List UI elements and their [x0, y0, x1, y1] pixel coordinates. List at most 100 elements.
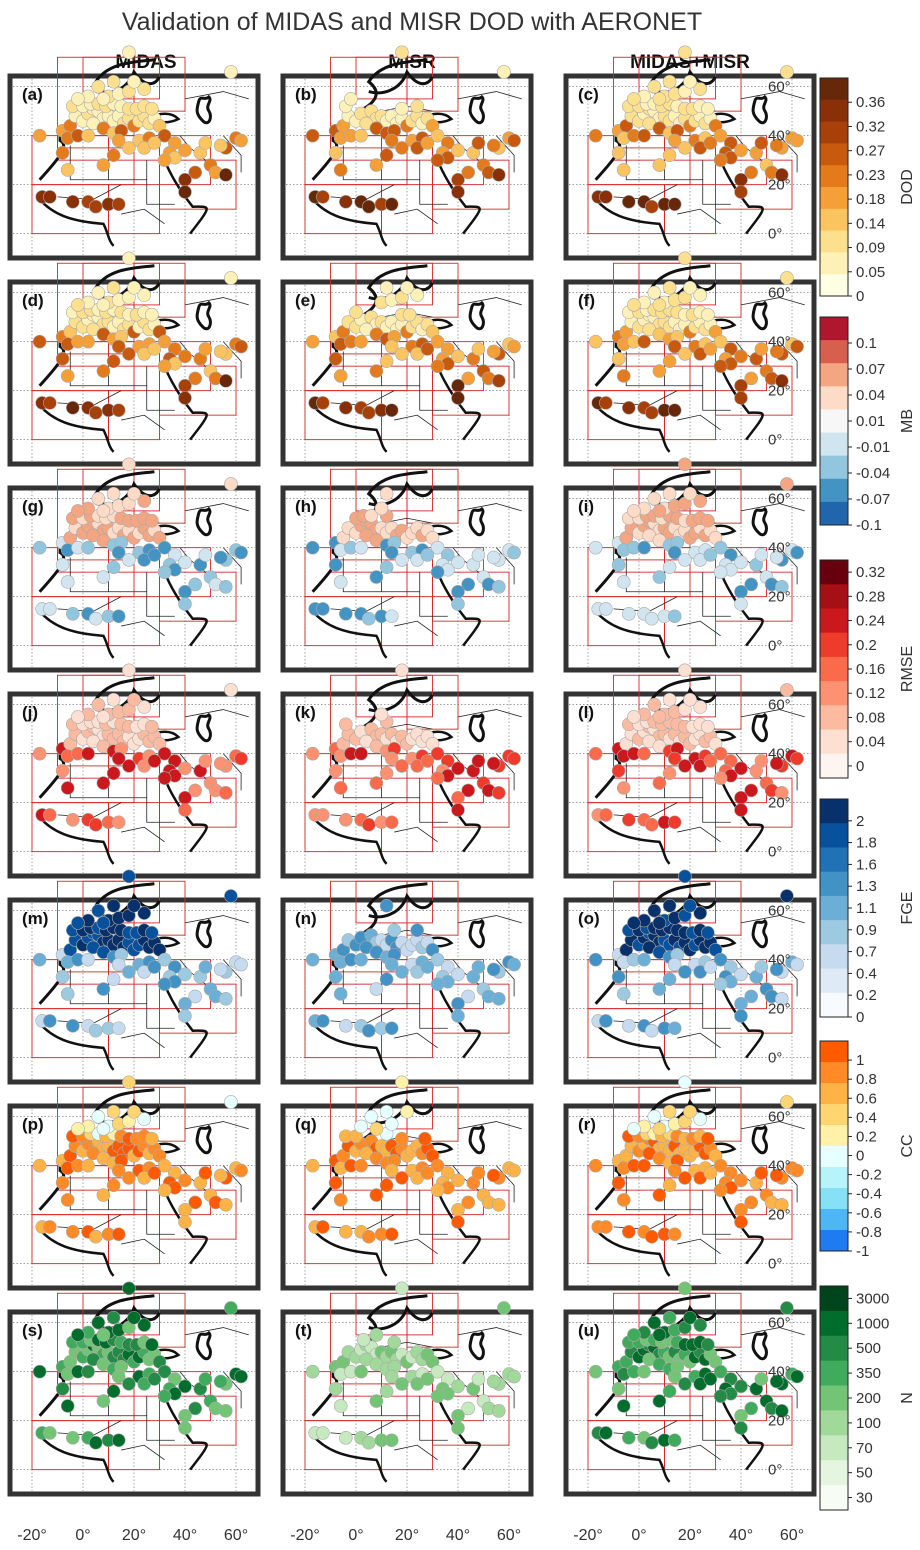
- station-point: [96, 298, 111, 312]
- station-point: [497, 1301, 511, 1315]
- station-point: [769, 1168, 784, 1183]
- panel-label: (g): [22, 497, 44, 516]
- lat-tick-label: 40°: [768, 540, 791, 557]
- station-point: [65, 1225, 80, 1239]
- station-point: [588, 540, 603, 555]
- station-point: [43, 808, 57, 822]
- map-panel: (p): [7, 1075, 261, 1291]
- station-point: [430, 1158, 445, 1173]
- station-point: [693, 1112, 707, 1126]
- colorbar-swatch: [820, 1146, 848, 1168]
- country-border: [184, 503, 249, 512]
- lat-tick-label: 0°: [768, 432, 782, 449]
- station-point: [145, 307, 159, 322]
- lat-tick-label: 40°: [768, 746, 791, 763]
- station-point: [361, 1435, 376, 1450]
- region-box: [159, 1395, 237, 1446]
- station-point: [667, 339, 682, 354]
- station-point: [369, 158, 384, 172]
- country-border: [184, 1327, 249, 1336]
- station-point: [652, 1328, 667, 1342]
- station-point: [486, 1374, 501, 1389]
- station-point: [71, 916, 85, 930]
- coastline-red-sea: [163, 983, 208, 1059]
- map-panel: (q): [280, 1075, 534, 1291]
- station-point: [637, 334, 651, 349]
- caspian-sea: [751, 712, 768, 743]
- station-point: [754, 1166, 769, 1180]
- station-point: [780, 271, 794, 285]
- station-point: [127, 692, 141, 707]
- station-point: [637, 1158, 651, 1173]
- station-point: [71, 1328, 85, 1342]
- station-point: [157, 359, 172, 373]
- lat-tick-label: 60°: [768, 285, 791, 302]
- country-border: [184, 915, 249, 924]
- station-point: [111, 197, 126, 212]
- station-point: [219, 374, 233, 388]
- station-point: [224, 1301, 238, 1315]
- station-point: [744, 165, 758, 180]
- station-point: [486, 344, 501, 359]
- country-border: [702, 797, 731, 823]
- station-point: [43, 602, 57, 616]
- station-point: [713, 153, 728, 167]
- station-point: [188, 577, 202, 592]
- station-point: [451, 555, 465, 570]
- colorbar-tick-label: -0.6: [856, 1205, 882, 1222]
- station-point: [492, 786, 506, 800]
- station-point: [224, 889, 238, 903]
- colorbar-swatch: [820, 455, 848, 480]
- station-point: [364, 508, 379, 523]
- station-point: [451, 378, 465, 393]
- station-point: [384, 1369, 399, 1384]
- station-point: [430, 977, 445, 991]
- country-border: [121, 1444, 165, 1461]
- station-point: [734, 1421, 748, 1435]
- station-point: [122, 1377, 136, 1391]
- colorbar-swatch: [820, 501, 848, 526]
- colorbar-label: FGE: [899, 892, 916, 925]
- coastline-red-sea: [436, 365, 481, 441]
- station-point: [652, 570, 667, 584]
- station-point: [384, 1163, 399, 1178]
- station-point: [713, 334, 728, 349]
- station-point: [507, 545, 521, 560]
- colorbar-label: N: [899, 1392, 916, 1404]
- station-point: [364, 1109, 379, 1124]
- station-point: [621, 1431, 636, 1445]
- colorbar-swatch: [820, 478, 848, 503]
- station-point: [667, 1227, 682, 1242]
- colorbar-swatch: [820, 656, 848, 682]
- station-point: [780, 889, 794, 903]
- caspian-sea: [468, 918, 485, 949]
- station-point: [305, 952, 320, 967]
- station-point: [637, 1364, 651, 1379]
- station-point: [127, 1104, 141, 1119]
- country-border: [740, 709, 805, 718]
- coastline-africa: [38, 404, 115, 453]
- station-point: [678, 965, 692, 979]
- lat-tick-label: 20°: [768, 795, 791, 812]
- map-panel: (l): [563, 663, 817, 879]
- colorbar-tick-label: 1.1: [856, 900, 877, 917]
- colorbar-tick-label: -0.1: [856, 517, 882, 534]
- station-point: [55, 146, 70, 160]
- station-point: [106, 1178, 121, 1193]
- station-point: [652, 364, 667, 378]
- station-point: [224, 1095, 238, 1109]
- station-point: [734, 790, 748, 805]
- region-box: [159, 571, 237, 622]
- station-point: [96, 710, 111, 724]
- station-point: [507, 1369, 521, 1384]
- region-box: [715, 365, 793, 416]
- station-point: [652, 1188, 667, 1202]
- station-point: [122, 1075, 136, 1090]
- colorbar-frame: [819, 77, 849, 297]
- station-point: [713, 1389, 728, 1403]
- colorbar-swatch: [820, 409, 848, 434]
- lat-tick-label: 20°: [768, 1001, 791, 1018]
- station-point: [734, 761, 748, 776]
- colorbar-label: MB: [899, 409, 916, 433]
- colorbar-tick-label: 0.14: [856, 215, 885, 232]
